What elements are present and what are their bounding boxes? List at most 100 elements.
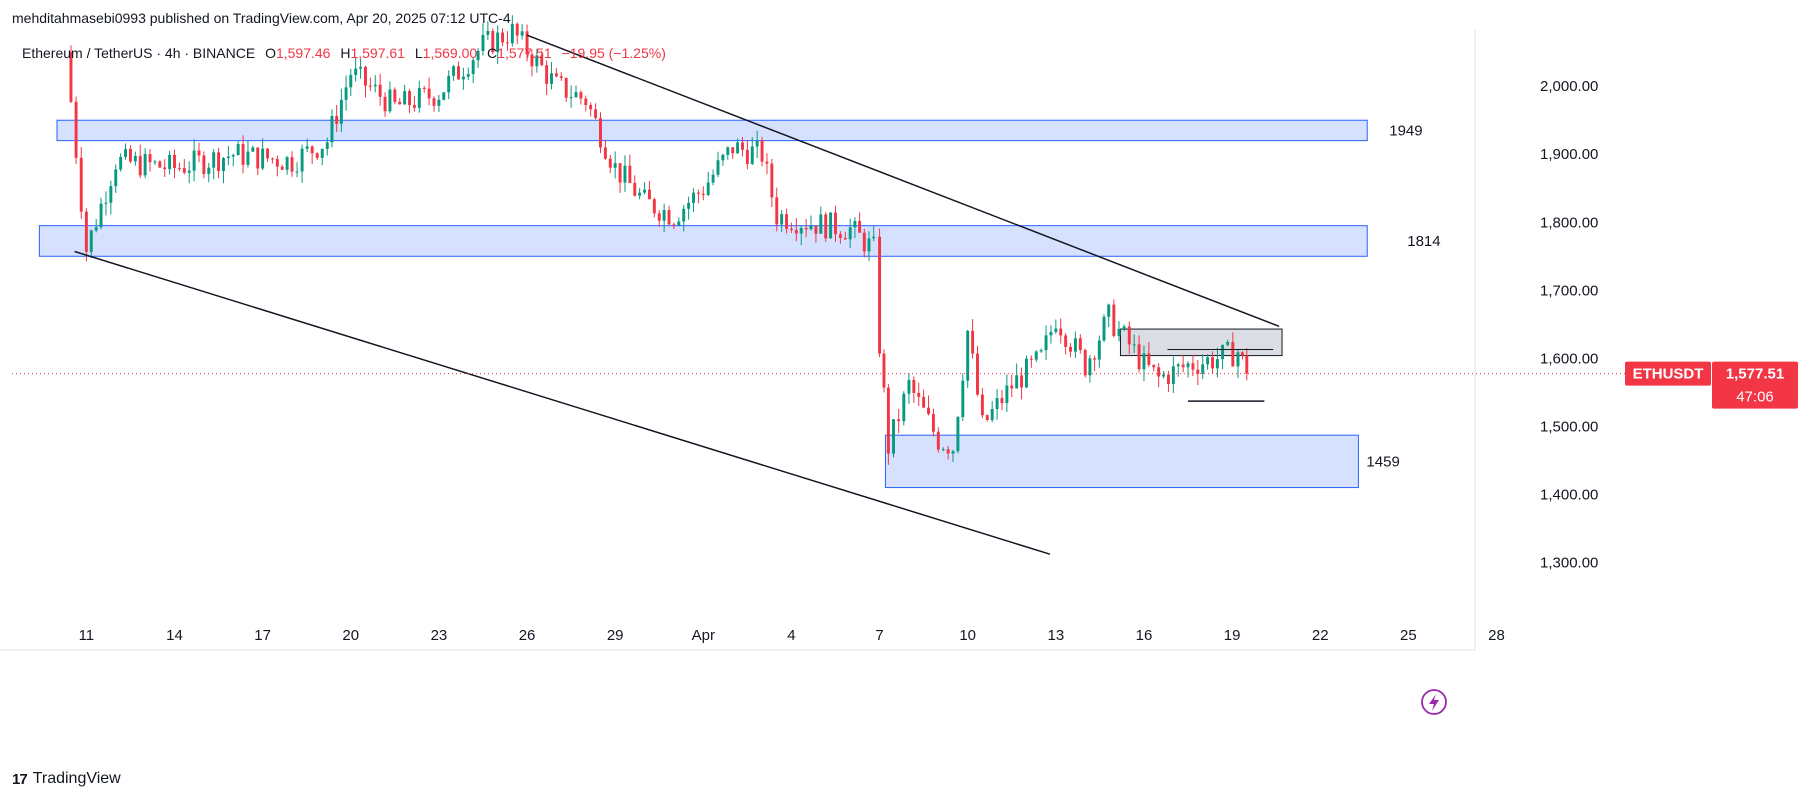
candle-body	[799, 227, 803, 234]
candle-body	[300, 148, 304, 172]
candle-body	[853, 220, 857, 228]
candle-body	[476, 50, 480, 61]
candle-body	[270, 158, 274, 160]
candle-body	[882, 353, 886, 388]
candle-body	[104, 202, 108, 204]
time-tick-label: 20	[342, 627, 359, 644]
close-value: 1,577.51	[497, 45, 552, 61]
candle-body	[1015, 375, 1019, 389]
ticker-tag-label: ETHUSDT	[1633, 366, 1704, 383]
candle-body	[335, 115, 339, 124]
candle-body	[148, 153, 152, 163]
candle-body	[457, 66, 460, 80]
candle-body	[1157, 367, 1161, 377]
candle-body	[447, 75, 451, 93]
candle-body	[422, 87, 426, 89]
candle-body	[212, 152, 216, 168]
candle-body	[114, 169, 118, 187]
candle-body	[897, 419, 901, 422]
candle-body	[545, 65, 549, 84]
support-resistance-zone[interactable]	[884, 434, 1359, 489]
candle-body	[153, 161, 157, 163]
trend-line[interactable]	[526, 34, 1280, 328]
candle-body	[829, 212, 833, 239]
price-tick-label: 1,500.00	[1540, 418, 1598, 435]
candle-body	[520, 31, 524, 36]
candle-body	[760, 140, 764, 162]
candle-body	[1083, 350, 1087, 376]
candle-body	[613, 163, 617, 168]
consolidation-box[interactable]	[1119, 328, 1283, 357]
candle-body	[471, 60, 475, 75]
candle-body	[1186, 363, 1190, 368]
support-resistance-zone[interactable]	[56, 119, 1368, 142]
candle-body	[315, 153, 319, 158]
high-value: 1,597.61	[350, 45, 405, 61]
candle-body	[1005, 385, 1009, 404]
candle-body	[202, 155, 206, 174]
candle-body	[217, 152, 221, 172]
candle-body	[995, 398, 999, 410]
candle-body	[878, 236, 882, 354]
candle-body	[687, 202, 691, 209]
candle-body	[525, 31, 529, 55]
time-tick-label: 25	[1400, 627, 1417, 644]
candle-body	[966, 330, 970, 381]
candle-body	[305, 146, 309, 149]
candle-body	[417, 87, 421, 108]
candle-body	[1029, 358, 1033, 360]
candle-body	[222, 158, 225, 172]
candle-body	[275, 159, 279, 167]
candle-body	[711, 174, 715, 183]
candle-body	[638, 192, 642, 196]
candle-body	[241, 144, 245, 165]
support-resistance-zone[interactable]	[38, 225, 1368, 257]
candle-body	[765, 161, 769, 164]
candle-body	[295, 171, 299, 173]
candle-body	[437, 99, 441, 106]
candle-body	[510, 23, 514, 44]
candle-body	[594, 109, 598, 119]
candle-body	[251, 147, 255, 152]
candle-body	[1166, 374, 1170, 384]
ticker-tag[interactable]	[1625, 361, 1711, 386]
lightning-bolt-glyph	[1429, 694, 1439, 711]
bar-countdown-label: 47:06	[1736, 389, 1774, 406]
candle-body	[564, 77, 568, 98]
candle-body	[1078, 338, 1082, 351]
time-tick-label: 14	[166, 627, 183, 644]
candle-body	[750, 146, 754, 164]
current-price-tag[interactable]	[1712, 361, 1798, 409]
candle-body	[1215, 359, 1219, 369]
trend-line[interactable]	[74, 250, 1051, 555]
price-tick-label: 1,700.00	[1540, 282, 1598, 299]
candle-body	[1226, 341, 1230, 345]
symbol-title[interactable]: Ethereum / TetherUS · 4h · BINANCE	[22, 45, 256, 61]
candle-body	[770, 163, 774, 198]
candle-body	[775, 197, 779, 225]
candle-body	[603, 147, 607, 159]
candle-body	[1191, 363, 1195, 370]
candle-body	[550, 73, 553, 84]
candle-body	[1147, 353, 1151, 365]
candle-body	[1010, 385, 1014, 389]
candle-body	[1000, 398, 1004, 404]
candle-body	[1054, 328, 1058, 332]
candle-body	[579, 92, 583, 99]
candle-body	[1122, 326, 1126, 329]
zone-label: 1949	[1389, 122, 1422, 139]
candle-body	[667, 210, 671, 225]
candle-body	[427, 88, 431, 99]
candle-body	[1231, 341, 1235, 367]
tradingview-logo[interactable]: 17 TradingView	[12, 770, 121, 788]
candle-body	[931, 413, 935, 432]
candle-body	[393, 89, 397, 102]
tradingview-logo-icon: 17	[12, 770, 28, 788]
candle-body	[408, 91, 411, 106]
candle-body	[941, 449, 945, 451]
candle-body	[177, 167, 181, 169]
price-tick-label: 1,400.00	[1540, 486, 1598, 503]
candle-body	[540, 55, 544, 66]
candle-body	[1020, 375, 1024, 388]
